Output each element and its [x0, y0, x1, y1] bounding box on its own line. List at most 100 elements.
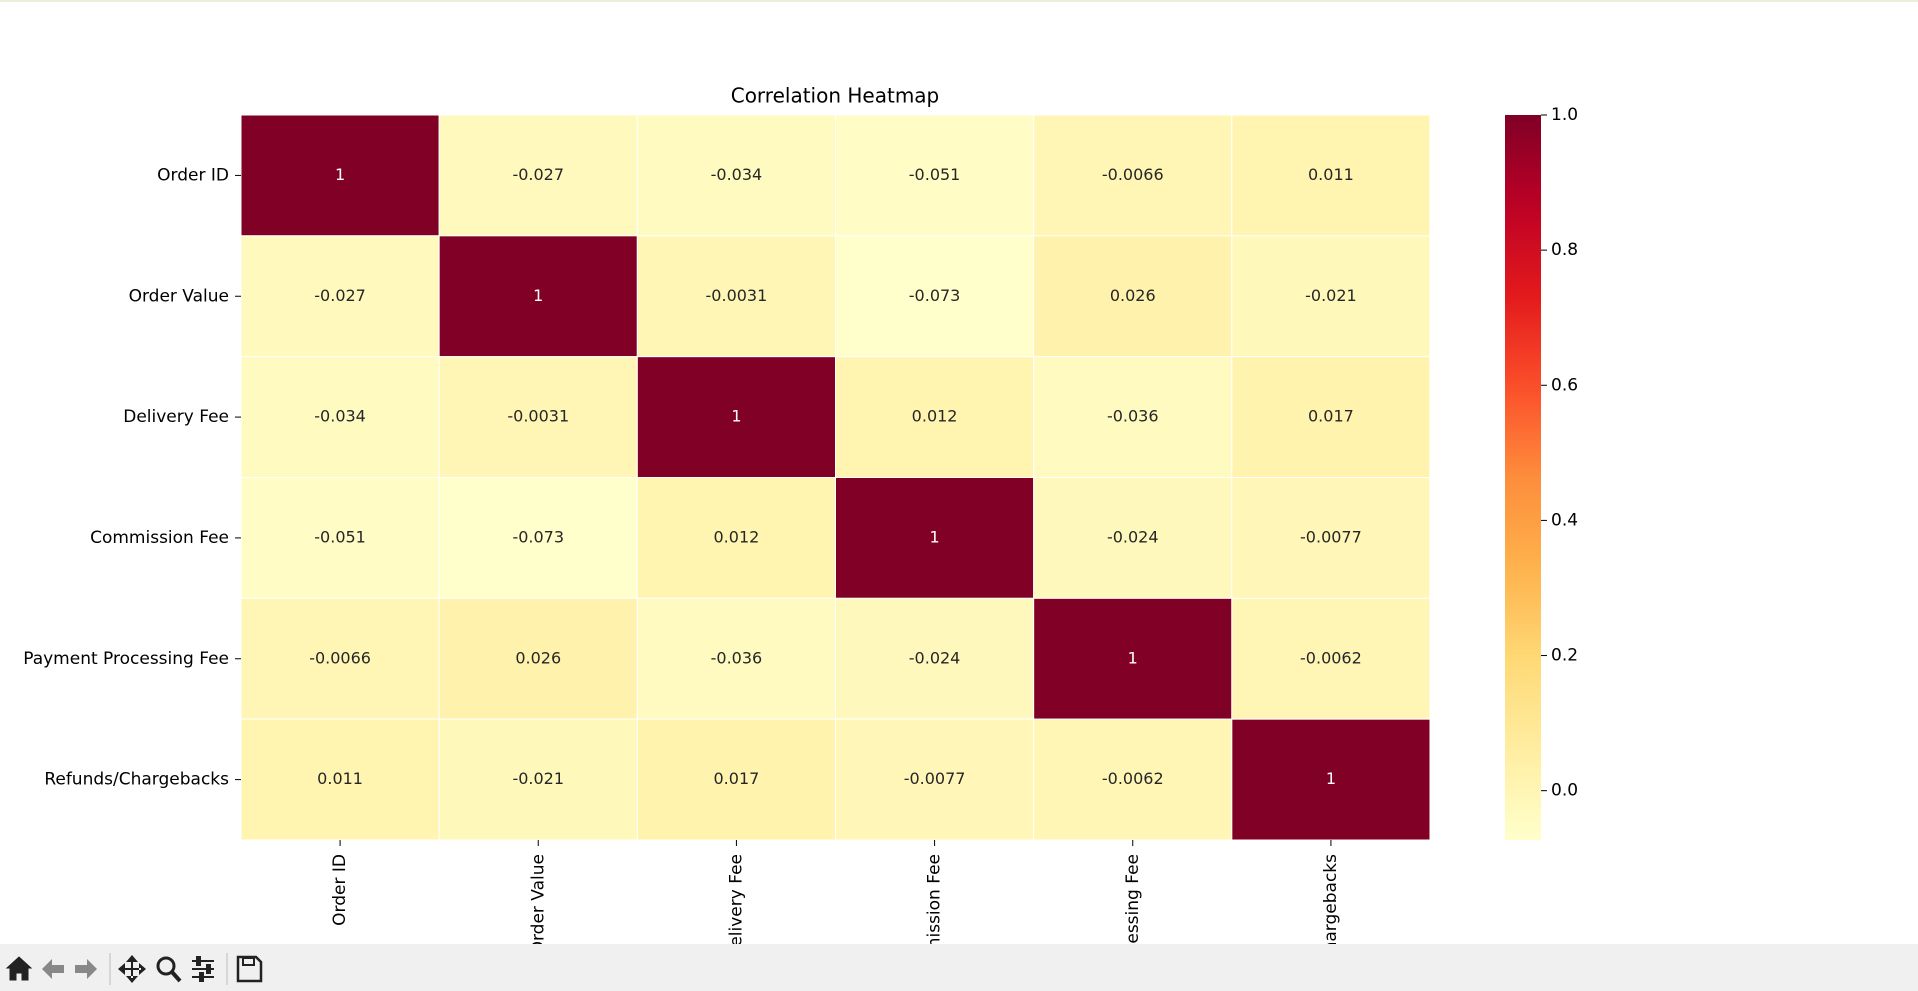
heatmap-cell: [1231, 114, 1431, 237]
heatmap-cell: [240, 597, 440, 720]
cell-annotation: 1: [1326, 769, 1336, 788]
x-axis-labels: Order ID Order Value Delivery Fee Commissio…: [330, 854, 1341, 991]
forward-button[interactable]: [75, 959, 97, 979]
cell-annotation: -0.0066: [309, 648, 371, 667]
cell-annotation: -0.024: [1107, 527, 1159, 546]
cell-annotation: 0.017: [714, 769, 760, 788]
x-tick-label: Delivery Fee: [726, 854, 746, 960]
heatmap-cell: [438, 718, 638, 841]
y-tick-label: Delivery Fee: [123, 407, 229, 427]
heatmap-cell: [1231, 356, 1431, 478]
cell-annotation: -0.0031: [507, 407, 569, 426]
heatmap-cell: [636, 477, 836, 599]
heatmap: 1 -0.027 -0.034 -0.051 -0.0066 0.011 -0.027 1 -0…: [240, 114, 1431, 841]
configure-button[interactable]: [192, 956, 214, 982]
back-button[interactable]: [42, 959, 64, 979]
heatmap-cell: [835, 477, 1035, 599]
heatmap-cell: [1033, 477, 1233, 599]
cell-annotation: -0.051: [314, 527, 366, 546]
cell-annotation: -0.027: [512, 165, 564, 184]
heatmap-cell: [1033, 597, 1233, 720]
axis-labels: Order ID Order Value Delivery Fee Commissio…: [23, 165, 1332, 846]
cell-annotation: 0.017: [1308, 407, 1354, 426]
colorbar-tick-label: 0.4: [1551, 510, 1578, 530]
x-tick-label: Order Value: [528, 854, 548, 954]
toolbar: [0, 944, 1918, 991]
cell-annotation: -0.073: [909, 286, 961, 305]
cell-annotation: 0.026: [515, 648, 561, 667]
x-tick-label: Commission Fee: [925, 854, 945, 991]
heatmap-cell: [240, 718, 440, 841]
colorbar-tick-label: 0.6: [1551, 375, 1578, 395]
colorbar: 0.0 0.2 0.4 0.6 0.8 1.0: [1505, 105, 1578, 840]
zoom-button[interactable]: [156, 956, 176, 976]
heatmap-cell: [1231, 235, 1431, 358]
y-tick-label: Order ID: [157, 165, 229, 185]
cell-annotation: 0.011: [1308, 165, 1354, 184]
heatmap-cell: [1231, 477, 1431, 599]
cell-annotation: 0.011: [317, 769, 363, 788]
cell-annotation: -0.034: [711, 165, 763, 184]
cell-annotation: -0.0077: [904, 769, 966, 788]
heatmap-cell: [438, 114, 638, 237]
cell-annotation: -0.034: [314, 407, 366, 426]
heatmap-cell: [835, 235, 1035, 358]
cell-annotation: -0.021: [1305, 286, 1357, 305]
heatmap-cell: [636, 718, 836, 841]
y-tick-label: Order Value: [129, 286, 229, 306]
cell-annotation: 1: [929, 527, 939, 546]
colorbar-gradient: [1505, 115, 1541, 840]
chart-title: Correlation Heatmap: [731, 84, 940, 108]
y-tick-label: Refunds/Chargebacks: [44, 770, 229, 790]
heatmap-cell: [438, 356, 638, 478]
colorbar-tick-label: 0.8: [1551, 240, 1578, 260]
cell-annotation: 1: [1128, 648, 1138, 667]
cell-annotation: -0.036: [711, 648, 763, 667]
toolbar-icons: [5, 953, 263, 985]
heatmap-cell: [240, 477, 440, 599]
cell-annotation: -0.0077: [1300, 527, 1362, 546]
cell-annotation: 1: [533, 286, 543, 305]
pan-button[interactable]: [118, 955, 146, 983]
colorbar-tick-label: 1.0: [1551, 105, 1578, 125]
heatmap-cell: [636, 235, 836, 358]
cell-annotation: 1: [335, 165, 345, 184]
heatmap-cell: [438, 235, 638, 358]
heatmap-cell: [1231, 718, 1431, 841]
heatmap-cell: [835, 718, 1035, 841]
cell-annotation: -0.073: [512, 527, 564, 546]
cell-annotation: -0.036: [1107, 407, 1159, 426]
x-tick-label: Order ID: [330, 854, 350, 926]
cell-annotation: -0.0062: [1102, 769, 1164, 788]
heatmap-cell: [636, 597, 836, 720]
cell-annotation: 0.012: [912, 407, 958, 426]
heatmap-cell: [1231, 597, 1431, 720]
colorbar-tick-label: 0.0: [1551, 781, 1578, 801]
heatmap-cell: [1033, 235, 1233, 358]
heatmap-cell: [1033, 718, 1233, 841]
colorbar-tick-label: 0.2: [1551, 646, 1578, 666]
heatmap-cell: [835, 597, 1035, 720]
heatmap-cell: [240, 356, 440, 478]
cell-annotation: 0.012: [714, 527, 760, 546]
cell-annotation: -0.0066: [1102, 165, 1164, 184]
x-tick-label: Refunds/Chargebacks: [1321, 854, 1341, 991]
cell-annotation: -0.021: [512, 769, 564, 788]
heatmap-cell: [438, 597, 638, 720]
cell-annotation: 0.026: [1110, 286, 1156, 305]
cell-annotation: -0.027: [314, 286, 366, 305]
cell-annotation: -0.024: [909, 648, 961, 667]
cell-annotation: 1: [731, 407, 741, 426]
home-button[interactable]: [5, 956, 33, 981]
zoom-handle: [170, 970, 182, 983]
x-tick-label: Payment Processing Fee: [1123, 854, 1143, 991]
cell-annotation: -0.0062: [1300, 648, 1362, 667]
heatmap-cell: [636, 356, 836, 478]
cell-annotation: -0.0031: [706, 286, 768, 305]
save-icon-part: [242, 957, 255, 966]
y-tick-label: Payment Processing Fee: [23, 649, 229, 669]
cell-annotation: -0.051: [909, 165, 961, 184]
heatmap-cell: [438, 477, 638, 599]
